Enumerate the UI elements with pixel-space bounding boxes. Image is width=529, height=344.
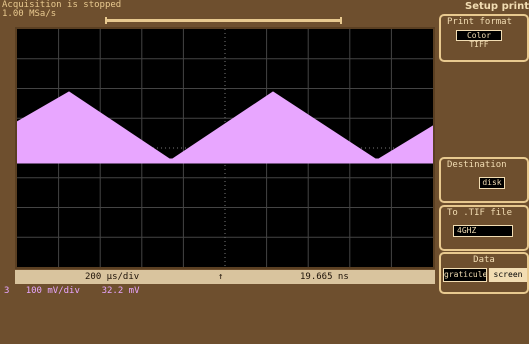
print-format-button[interactable]: Color TIFF: [456, 30, 502, 49]
channel-offset[interactable]: 32.2 mV: [101, 286, 140, 296]
acquisition-progress-bar: [105, 17, 342, 24]
time-per-div[interactable]: 200 µs/div: [85, 272, 140, 282]
waveform-display: [15, 27, 435, 269]
channel-scale[interactable]: 100 mV/div: [25, 286, 80, 296]
waveform-graticule: [17, 29, 433, 267]
trigger-marker: ↑: [218, 272, 224, 282]
timebase-bar: 200 µs/div ↑ 19.665 ns: [15, 270, 435, 284]
data-option-screen[interactable]: screen: [489, 268, 527, 282]
time-delay[interactable]: 19.665 ns: [300, 272, 349, 282]
acquisition-status: Acquisition is stopped: [2, 0, 122, 10]
setup-print-panel: Setup print Print format Color TIFF Dest…: [439, 0, 529, 344]
destination-label: Destination: [447, 160, 507, 170]
sample-rate: 1.00 MSa/s: [2, 9, 57, 19]
tif-file-label: To .TIF file: [447, 208, 513, 218]
data-group[interactable]: Data graticule screen: [439, 252, 529, 294]
setup-print-title: Setup print: [465, 1, 529, 12]
tif-filename-field[interactable]: 4GHZ: [453, 225, 513, 237]
print-format-group[interactable]: Print format Color TIFF: [439, 14, 529, 62]
data-option-graticule[interactable]: graticule: [443, 268, 487, 282]
tif-file-group[interactable]: To .TIF file 4GHZ: [439, 205, 529, 251]
channel-number: 3: [4, 286, 10, 296]
print-format-label: Print format: [447, 17, 513, 27]
trace-3-envelope: [17, 91, 433, 164]
channel-info: 3 100 mV/div 32.2 mV: [4, 286, 140, 296]
data-label: Data: [473, 255, 495, 265]
destination-button[interactable]: disk: [479, 177, 505, 189]
destination-group[interactable]: Destination disk: [439, 157, 529, 203]
